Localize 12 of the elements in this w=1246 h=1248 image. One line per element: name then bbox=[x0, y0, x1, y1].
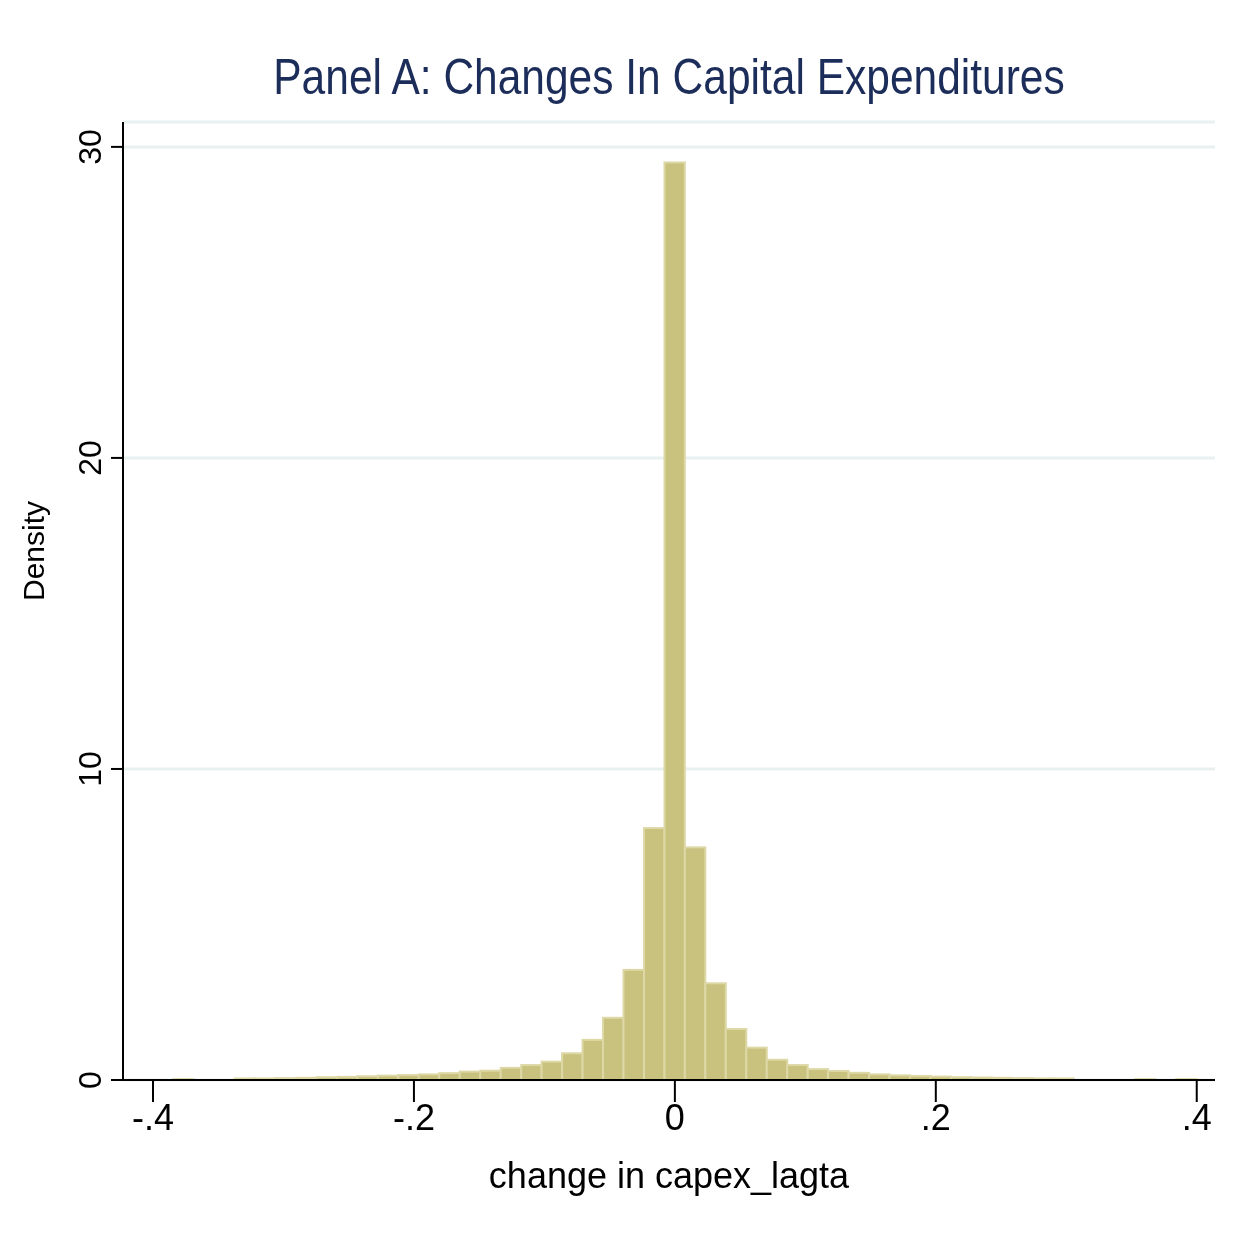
y-axis-title: Density bbox=[16, 500, 50, 601]
y-tick-label: 30 bbox=[72, 129, 108, 165]
x-tick-label: 0 bbox=[664, 1096, 685, 1138]
x-tick-label: -.4 bbox=[132, 1096, 175, 1138]
x-tick-label: .4 bbox=[1181, 1096, 1212, 1138]
y-tick-label: 10 bbox=[72, 751, 108, 787]
y-tick-label: 20 bbox=[72, 440, 108, 476]
y-tick-label: 0 bbox=[72, 1071, 108, 1089]
x-tick-label: -.2 bbox=[392, 1096, 435, 1138]
x-tick-label: .2 bbox=[920, 1096, 951, 1138]
chart-title: Panel A: Changes In Capital Expenditures bbox=[272, 48, 1066, 106]
x-axis-title: change in capex_lagta bbox=[488, 1155, 851, 1196]
